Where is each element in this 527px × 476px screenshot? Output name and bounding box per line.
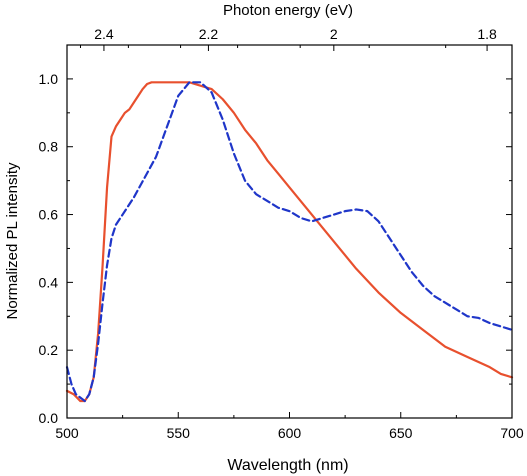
top-tick-label: 2.4 <box>94 26 114 42</box>
top-tick-label: 2.2 <box>199 26 219 42</box>
y-tick-label: 1.0 <box>39 71 59 87</box>
y-axis-label: Normalized PL intensity <box>4 162 21 320</box>
y-tick-label: 0.8 <box>39 139 59 155</box>
y-tick-label: 0.4 <box>39 274 59 290</box>
series-layer <box>65 81 514 403</box>
x-tick-label: 550 <box>167 425 191 441</box>
x-tick-label: 700 <box>500 425 524 441</box>
y-axis-label-group: Normalized PL intensity <box>4 162 21 320</box>
x-tick-label: 500 <box>55 425 79 441</box>
x-tick-label: 650 <box>389 425 413 441</box>
x-axis-label: Wavelength (nm) <box>227 457 348 474</box>
series-line-1 <box>65 81 514 403</box>
y-tick-label: 0.6 <box>39 207 59 223</box>
y-tick-label: 0.2 <box>39 342 59 358</box>
tick-layer: 500 550 600 650 700 0.0 0.2 0.4 0.6 0.8 1.0 2.4 2.2 2… <box>39 26 524 441</box>
top-tick-label: 1.8 <box>477 26 497 42</box>
top-axis-label: Photon energy (eV) <box>223 2 353 19</box>
y-tick-label: 0.0 <box>39 410 59 426</box>
x-tick-label: 600 <box>278 425 302 441</box>
plot-frame <box>66 44 513 419</box>
series-line-2 <box>65 81 514 403</box>
top-tick-label: 2 <box>330 26 338 42</box>
